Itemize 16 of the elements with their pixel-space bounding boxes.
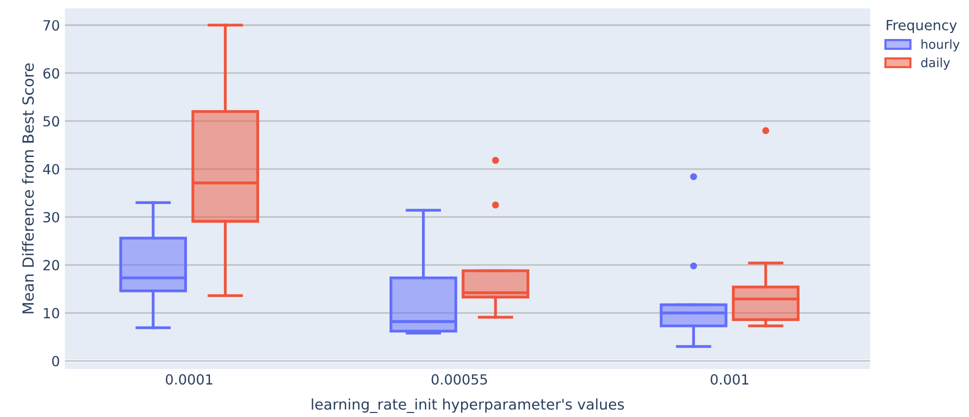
x-tick-label: 0.0001 <box>166 374 212 385</box>
y-tick-label: 0 <box>52 356 60 366</box>
y-tick-label: 10 <box>44 308 60 318</box>
y-tick-label: 50 <box>43 116 60 127</box>
y-tick-label: 70 <box>44 20 60 31</box>
x-tick-label: 0.00055 <box>432 374 487 385</box>
y-tick-label: 60 <box>43 68 60 79</box>
y-tick-label: 40 <box>43 164 60 174</box>
y-tick-label: 20 <box>43 260 60 270</box>
y-axis-title: Mean Difference from Best Score <box>22 63 34 314</box>
legend-label: daily <box>921 58 950 70</box>
x-tick-label: 0.001 <box>710 374 748 385</box>
y-tick-label: 30 <box>43 212 60 222</box>
legend-label: hourly <box>922 39 960 52</box>
legend-title: Frequency <box>886 20 957 34</box>
x-axis-title: learning_rate_init hyperparameter's values <box>312 398 624 413</box>
